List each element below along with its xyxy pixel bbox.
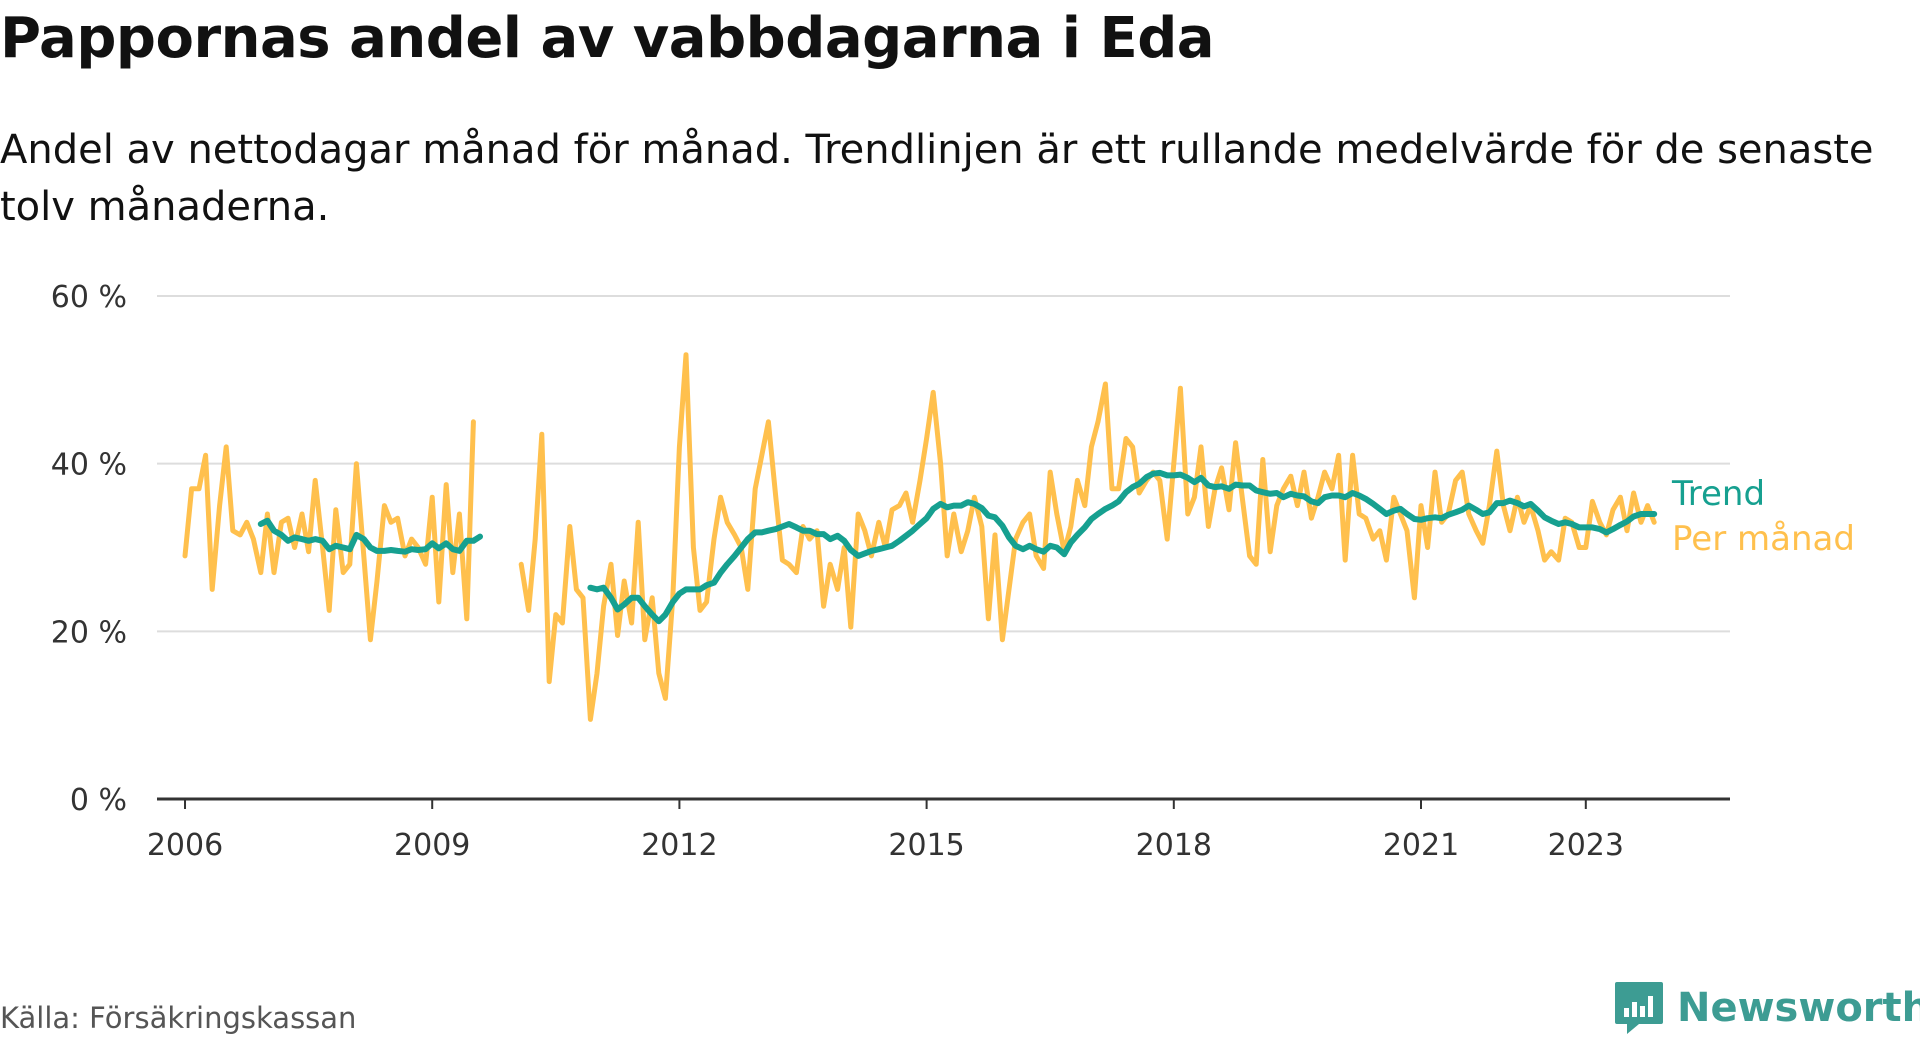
monthly-series-label: Per månad (1672, 519, 1855, 559)
x-tick-label: 2006 (147, 828, 223, 863)
trend-series-label: Trend (1671, 474, 1765, 514)
series-labels: Trend Per månad (1671, 474, 1855, 559)
brand-logo[interactable]: Newsworthy (1613, 980, 1920, 1036)
y-tick-label: 60 % (51, 280, 127, 315)
source-note: Källa: Försäkringskassan (0, 1001, 357, 1035)
x-tick-label: 2023 (1548, 828, 1624, 863)
monthly-line (518, 352, 1657, 722)
x-tick-label: 2012 (641, 828, 717, 863)
monthly-line (182, 419, 476, 643)
newsworthy-logo-icon (1615, 982, 1663, 1034)
x-axis: 2006 2009 2012 2015 2018 2021 2023 (147, 797, 1730, 863)
x-tick-label: 2009 (394, 828, 470, 863)
page-subtitle: Andel av nettodagar månad för månad. Tre… (0, 127, 1874, 230)
trend-line (587, 469, 1658, 625)
x-tick-label: 2015 (888, 828, 964, 863)
x-tick-label: 2018 (1136, 828, 1212, 863)
y-axis-ticks: 0 % 20 % 40 % 60 % (51, 280, 127, 818)
chart-series (182, 352, 1658, 722)
trend-line (257, 517, 483, 555)
brand-name: Newsworthy (1677, 985, 1920, 1031)
y-tick-label: 40 % (51, 448, 127, 483)
page-title: Pappornas andel av vabbdagarna i Eda (0, 6, 1215, 71)
grid-lines (157, 295, 1730, 633)
y-tick-label: 20 % (51, 615, 127, 650)
x-tick-label: 2021 (1383, 828, 1459, 863)
y-tick-label: 0 % (70, 783, 127, 818)
